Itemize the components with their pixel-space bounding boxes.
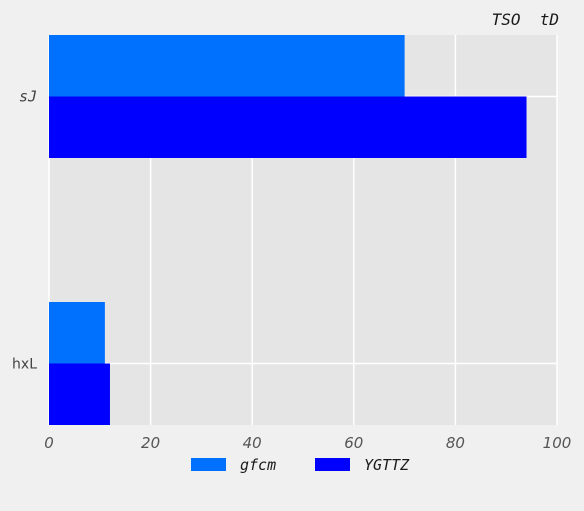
bar-gfcm-hxL bbox=[49, 302, 105, 364]
bars bbox=[49, 35, 527, 425]
x-tick-label: 60 bbox=[344, 434, 363, 452]
x-tick-label: 20 bbox=[141, 434, 160, 452]
y-tick-label: hxL bbox=[12, 357, 37, 373]
legend-label-YGTTZ: YGTTZ bbox=[364, 456, 410, 474]
bar-gfcm-sJ bbox=[49, 35, 405, 97]
legend-label-gfcm: gfcm bbox=[240, 456, 276, 474]
x-tick-label: 100 bbox=[543, 434, 572, 452]
x-tick-label: 40 bbox=[243, 434, 262, 452]
x-tick-label: 0 bbox=[44, 434, 54, 452]
y-axis-ticks: sJ hxL bbox=[12, 88, 37, 373]
x-axis-ticks: 0 20 40 60 80 100 bbox=[44, 434, 571, 452]
legend-swatch-gfcm bbox=[191, 458, 226, 471]
chart-title: TSO tD bbox=[492, 10, 559, 29]
bar-YGTTZ-hxL bbox=[49, 363, 110, 425]
legend-swatch-YGTTZ bbox=[315, 458, 350, 471]
bar-YGTTZ-sJ bbox=[49, 96, 527, 158]
y-tick-label: sJ bbox=[19, 88, 37, 106]
legend: gfcm YGTTZ bbox=[191, 456, 410, 474]
x-tick-label: 80 bbox=[446, 434, 465, 452]
